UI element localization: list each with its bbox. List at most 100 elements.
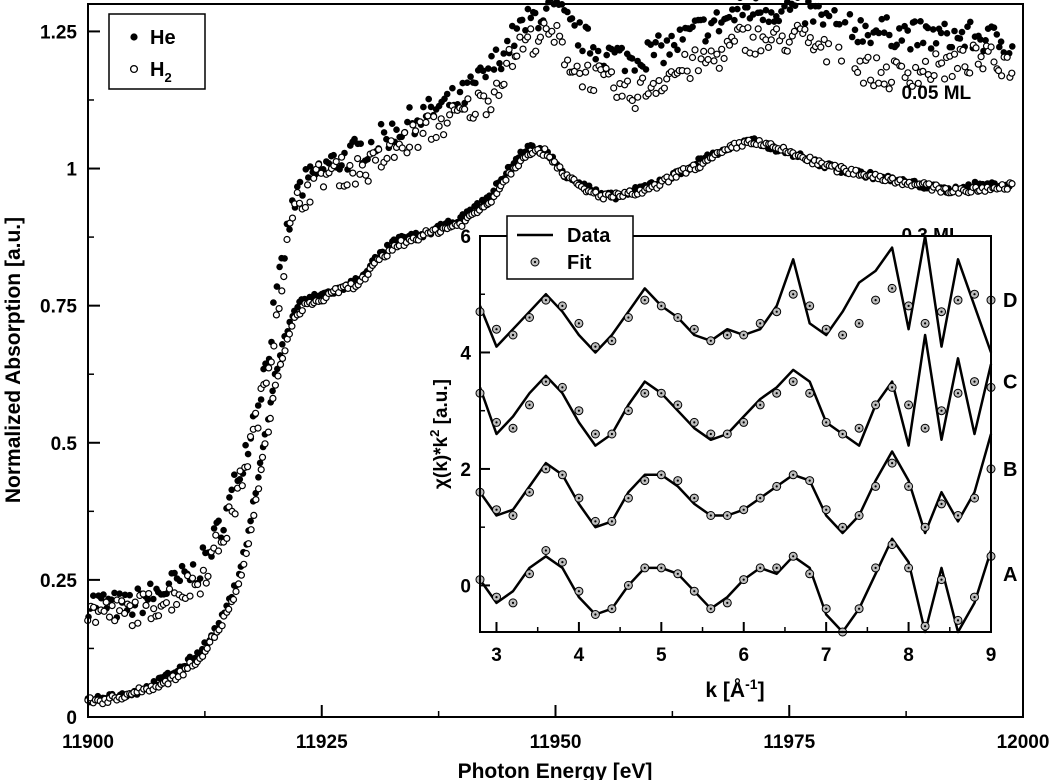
main-point xyxy=(298,307,306,315)
main-ytick-label-4: 1 xyxy=(66,160,77,181)
inset-fit-point-dot xyxy=(577,590,581,593)
main-point xyxy=(586,50,594,57)
main-point xyxy=(173,600,181,609)
inset-fit-point-dot xyxy=(742,421,745,424)
main-point xyxy=(424,112,432,120)
main-point xyxy=(305,174,312,181)
main-point xyxy=(492,46,500,53)
main-point xyxy=(831,7,838,14)
inset-xlabel-close: ] xyxy=(758,679,765,702)
main-point xyxy=(536,33,545,41)
inset-fit-point-dot xyxy=(627,584,630,587)
main-point xyxy=(872,54,881,62)
main-point xyxy=(623,77,632,85)
main-point xyxy=(250,511,258,520)
main-point xyxy=(441,95,448,103)
main-point xyxy=(542,25,550,33)
inset-xtick-label-5: 8 xyxy=(903,645,914,666)
main-point xyxy=(655,32,662,39)
inset-fit-point-dot xyxy=(610,520,614,523)
legend-he-marker xyxy=(130,33,138,41)
main-point xyxy=(990,24,998,32)
main-ytick-label-0: 0 xyxy=(66,708,77,729)
main-point xyxy=(276,263,283,271)
main-point xyxy=(584,25,592,32)
main-point xyxy=(592,55,599,63)
main-point xyxy=(531,9,539,17)
main-point xyxy=(885,85,893,93)
inset-series-a-data xyxy=(478,537,993,634)
main-point xyxy=(288,214,297,222)
main-point xyxy=(513,52,521,60)
main-point xyxy=(762,6,770,14)
main-point xyxy=(1003,53,1011,61)
main-point xyxy=(266,414,274,422)
inset-fit-point-dot xyxy=(726,514,729,517)
inset-fit-point-dot xyxy=(891,386,894,389)
main-point xyxy=(467,73,474,80)
main-xtick-label-1: 11925 xyxy=(296,732,348,753)
main-point xyxy=(618,44,625,52)
inset-fit-point-dot xyxy=(924,526,927,529)
main-point xyxy=(527,25,535,33)
main-point xyxy=(882,63,891,71)
main-point xyxy=(524,5,532,13)
inset-fit-point-dot xyxy=(561,473,564,476)
inset-fit-point-dot xyxy=(973,380,976,383)
main-point xyxy=(990,58,998,66)
main-point xyxy=(89,603,98,611)
main-point xyxy=(744,4,751,11)
main-point xyxy=(778,32,786,40)
main-point xyxy=(254,424,262,432)
main-point xyxy=(581,68,590,76)
main-point xyxy=(943,30,951,37)
main-point xyxy=(977,36,984,43)
main-point xyxy=(691,46,699,54)
main-point xyxy=(299,192,306,199)
inset-fit-point-dot xyxy=(940,502,943,505)
main-point xyxy=(864,31,872,39)
main-point xyxy=(658,42,665,49)
main-point xyxy=(925,180,933,188)
main-point xyxy=(532,47,540,55)
main-point xyxy=(720,54,728,63)
main-point xyxy=(199,566,207,574)
inset-fit-point-dot xyxy=(544,549,548,552)
main-point xyxy=(681,50,689,59)
inset-fit-point-dot xyxy=(841,333,844,337)
main-point xyxy=(188,574,197,582)
main-point xyxy=(346,161,354,170)
main-point xyxy=(652,39,659,46)
main-point xyxy=(666,51,673,58)
main-point xyxy=(196,590,204,598)
main-point xyxy=(883,14,890,21)
inset-fit-point-dot xyxy=(907,485,910,488)
inset-fit-point-dot xyxy=(660,392,663,395)
main-point xyxy=(702,38,709,45)
main-point xyxy=(783,47,791,55)
main-point xyxy=(628,55,636,62)
main-point xyxy=(930,71,938,80)
main-point xyxy=(235,580,243,588)
main-point xyxy=(911,63,920,72)
main-point xyxy=(571,22,578,29)
main-point xyxy=(874,79,883,87)
inset-fit-point-dot xyxy=(643,299,646,302)
main-point xyxy=(330,151,337,159)
main-point xyxy=(932,50,940,58)
main-point xyxy=(295,199,304,207)
main-point xyxy=(950,50,959,58)
main-point xyxy=(108,596,115,603)
main-point xyxy=(129,611,136,618)
inset-fit-point-dot xyxy=(775,392,778,395)
inset-fit-point-dot xyxy=(858,427,861,430)
main-point xyxy=(852,166,860,174)
main-point xyxy=(898,37,906,44)
main-point xyxy=(134,585,142,592)
main-point xyxy=(857,17,864,24)
main-point xyxy=(795,0,800,1)
main-point xyxy=(212,531,220,539)
main-axes: 11900 11925 11950 11975 12000 0 0.25 0.5 0.75 1 1.… xyxy=(40,22,1049,753)
main-legend: He H2 xyxy=(108,13,206,90)
main-point xyxy=(786,6,794,13)
